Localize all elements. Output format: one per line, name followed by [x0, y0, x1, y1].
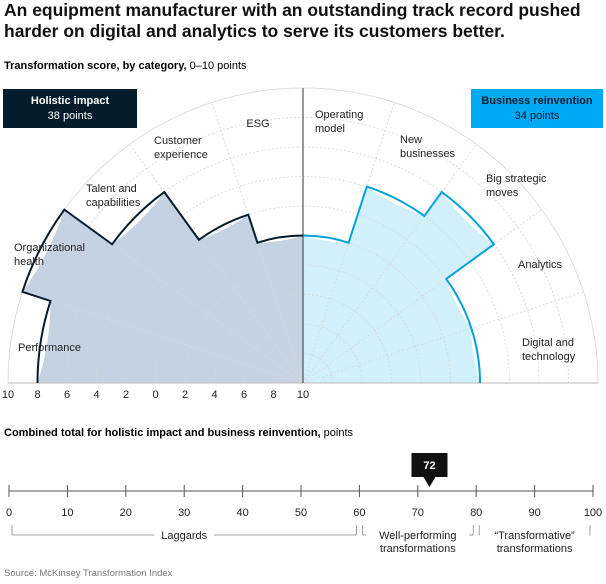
radial-tick-label: 8 — [34, 389, 40, 401]
category-label-line: capabilities — [86, 197, 141, 209]
category-label: Organizational health — [14, 242, 85, 268]
grid-arc — [273, 353, 333, 384]
combined-label-rest: points — [321, 427, 354, 439]
category-label-line: Digital and — [522, 337, 574, 349]
category-label-line: Performance — [18, 342, 81, 354]
radial-tick-label: 4 — [211, 389, 217, 401]
category-label-line: Talent and — [86, 183, 137, 195]
number-line: 0 10 20 30 40 50 60 70 80 90 100 Laggards Well-perfo… — [6, 453, 602, 555]
category-label: Customer experience — [154, 135, 208, 161]
reinvention-bar-1 — [303, 235, 349, 383]
number-line-tick-label: 100 — [584, 507, 602, 519]
band-label-line: “Transformative” — [494, 530, 575, 542]
radial-subtitle-bold: Transformation score, by category, — [4, 60, 187, 72]
category-label-line: businesses — [400, 148, 456, 160]
holistic-bar-5 — [257, 235, 303, 383]
category-label-line: Analytics — [518, 259, 563, 271]
category-label-line: model — [315, 123, 345, 135]
number-line-tick-label: 30 — [178, 507, 190, 519]
reinvention-bar-5 — [303, 328, 480, 383]
holistic-impact-name: Holistic impact — [31, 95, 110, 107]
category-label-line: technology — [522, 351, 576, 363]
combined-label-bold: Combined total for holistic impact and b… — [4, 427, 321, 439]
category-label-line: New — [400, 134, 422, 146]
category-label-line: Customer — [154, 135, 202, 147]
holistic-impact-total: 38 points — [48, 110, 93, 122]
holistic-bar-2 — [22, 209, 304, 383]
reinvention-bar-3 — [303, 192, 494, 383]
radial-tick-label: 10 — [297, 389, 309, 401]
grid-spoke — [302, 209, 542, 384]
band-label-line: Well-performing — [379, 530, 456, 542]
category-label-line: experience — [154, 149, 208, 161]
band-label: “Transformative” transformations — [494, 530, 575, 555]
grid-arc — [155, 235, 451, 384]
radial-subtitle-rest: 0–10 points — [187, 60, 247, 72]
radial-tick-label: 2 — [123, 389, 129, 401]
grid-arc — [214, 294, 392, 384]
number-line-tick-label: 70 — [412, 507, 424, 519]
radial-tick-label: 6 — [241, 389, 247, 401]
band-label-line: Laggards — [161, 530, 207, 542]
source-note: Source: McKinsey Transformation Index — [4, 568, 173, 579]
radial-tick-label: 8 — [270, 389, 276, 401]
radial-tick-label: 6 — [64, 389, 70, 401]
band-label-line: transformations — [497, 543, 573, 555]
category-label: ESG — [246, 118, 269, 130]
category-label: Operating model — [315, 109, 363, 135]
radial-tick-label: 4 — [93, 389, 99, 401]
band-label-line: transformations — [380, 543, 456, 555]
score-marker — [411, 453, 448, 487]
reinvention-bar-4 — [303, 278, 472, 383]
number-line-tick-label: 20 — [120, 507, 132, 519]
holistic-bar-4 — [198, 214, 303, 383]
grid-spoke — [302, 291, 584, 384]
radial-tick-label: 10 — [2, 389, 14, 401]
radial-tick-label: 2 — [182, 389, 188, 401]
number-line-tick-label: 0 — [6, 507, 12, 519]
category-label: New businesses — [400, 134, 456, 160]
grid-spoke — [22, 291, 304, 384]
number-line-tick-label: 50 — [295, 507, 307, 519]
category-label: Talent and capabilities — [86, 183, 141, 209]
category-label: Big strategic moves — [486, 173, 547, 199]
band-label: Well-performing transformations — [379, 530, 456, 555]
number-line-tick-label: 60 — [353, 507, 365, 519]
business-reinvention-total: 34 points — [515, 110, 560, 122]
holistic-outline — [21, 190, 304, 384]
chart-title: An equipment manufacturer with an outsta… — [4, 0, 581, 41]
category-label: Performance — [18, 342, 81, 354]
grid-spoke — [302, 102, 395, 384]
holistic-impact-box — [3, 89, 137, 128]
number-line-tick-label: 10 — [61, 507, 73, 519]
category-label-line: Operating — [315, 109, 363, 121]
radial-tick-label: 0 — [152, 389, 158, 401]
business-reinvention-name: Business reinvention — [481, 95, 593, 107]
radial-subtitle: Transformation score, by category, 0–10 … — [4, 60, 247, 72]
number-line-tick-label: 90 — [528, 507, 540, 519]
category-label: Digital and technology — [522, 337, 576, 363]
business-reinvention-box — [471, 89, 603, 128]
reinvention-outline — [302, 185, 496, 384]
score-marker-label: 72 — [423, 460, 435, 472]
band-label: Laggards — [161, 530, 207, 542]
grid-spoke — [129, 144, 304, 384]
reinvention-bar-2 — [303, 186, 425, 383]
number-line-tick-label: 40 — [236, 507, 248, 519]
category-label-line: moves — [486, 187, 519, 199]
category-label-line: health — [14, 256, 44, 268]
holistic-bar-3 — [112, 192, 303, 383]
category-label-line: Big strategic — [486, 173, 547, 185]
category-label-line: ESG — [246, 118, 269, 130]
category-label: Analytics — [518, 259, 563, 271]
category-label-line: Organizational — [14, 242, 85, 254]
grid-spoke — [211, 102, 304, 384]
combined-label: Combined total for holistic impact and b… — [4, 427, 354, 439]
holistic-bar-1 — [37, 300, 303, 383]
grid-spoke — [302, 144, 477, 384]
number-line-tick-label: 80 — [470, 507, 482, 519]
radial-chart: 10 8 6 4 2 0 2 4 6 8 10 Performance Organizational he… — [2, 87, 599, 401]
